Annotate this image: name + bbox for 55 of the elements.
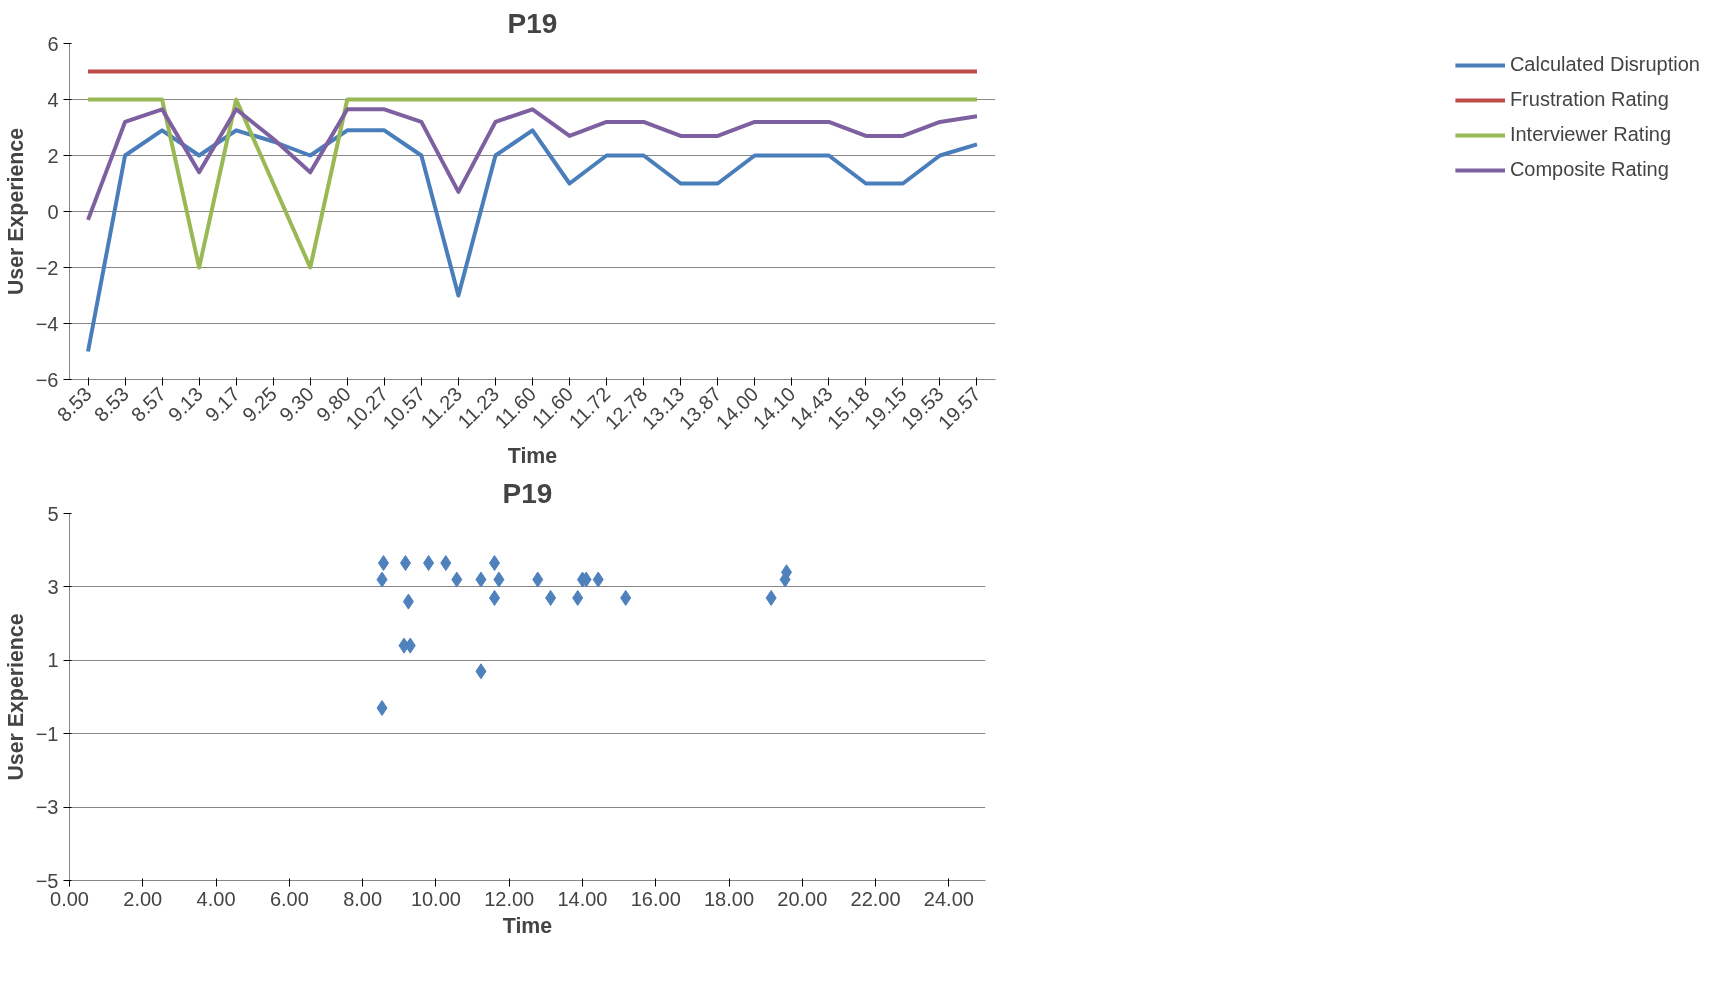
y-tick-label: −4	[35, 312, 59, 335]
point	[376, 571, 388, 588]
point	[592, 571, 604, 588]
point	[423, 555, 435, 572]
y-tick-label: −1	[35, 722, 59, 745]
legend-label: Composite Rating	[1509, 158, 1669, 181]
x-axis-title: Time	[507, 443, 558, 468]
line-series	[86, 128, 979, 354]
point	[402, 593, 414, 610]
point	[376, 700, 388, 717]
x-tick-label: 9.13	[163, 382, 207, 426]
point	[765, 589, 777, 606]
legend-label: Calculated Disruption	[1509, 53, 1700, 76]
legend-label: Interviewer Rating	[1509, 123, 1672, 146]
x-tick-label: 10.00	[410, 887, 461, 910]
x-tick-label: 14.00	[557, 887, 608, 910]
y-tick-label: 4	[47, 88, 59, 111]
point	[440, 555, 452, 572]
point	[451, 571, 463, 588]
line-series	[86, 107, 979, 222]
x-tick-label: 22.00	[850, 887, 901, 910]
y-tick-label: 2	[47, 144, 59, 167]
y-tick-label: 0	[47, 200, 59, 223]
y-tick-label: −6	[35, 368, 59, 391]
y-tick-label: 1	[47, 649, 59, 672]
y-tick-label: 5	[47, 502, 59, 525]
point	[399, 555, 411, 572]
x-tick-label: 4.00	[196, 887, 236, 910]
chart-title: P19	[502, 477, 553, 509]
legend-label: Frustration Rating	[1509, 88, 1669, 111]
point	[489, 555, 501, 572]
point	[545, 589, 557, 606]
point	[532, 571, 544, 588]
x-tick-label: 18.00	[704, 887, 755, 910]
x-tick-label: 6.00	[269, 887, 309, 910]
y-tick-label: 6	[47, 32, 59, 55]
point	[620, 589, 632, 606]
y-axis-title: User Experience	[3, 613, 28, 781]
y-axis-title: User Experience	[3, 127, 28, 296]
x-tick-label: 20.00	[777, 887, 828, 910]
y-tick-label: −2	[35, 256, 59, 279]
x-axis-title: Time	[502, 913, 553, 938]
point	[493, 571, 505, 588]
point	[572, 589, 584, 606]
x-tick-label: 12.00	[484, 887, 535, 910]
point	[475, 663, 487, 680]
point	[489, 589, 501, 606]
x-tick-label: 24.00	[923, 887, 974, 910]
point	[475, 571, 487, 588]
chart-title: P19	[507, 7, 558, 39]
y-tick-label: 3	[47, 575, 59, 598]
x-tick-label: 2.00	[123, 887, 163, 910]
y-tick-label: −3	[35, 796, 59, 819]
x-tick-label: 16.00	[630, 887, 681, 910]
x-tick-label: 8.00	[343, 887, 383, 910]
